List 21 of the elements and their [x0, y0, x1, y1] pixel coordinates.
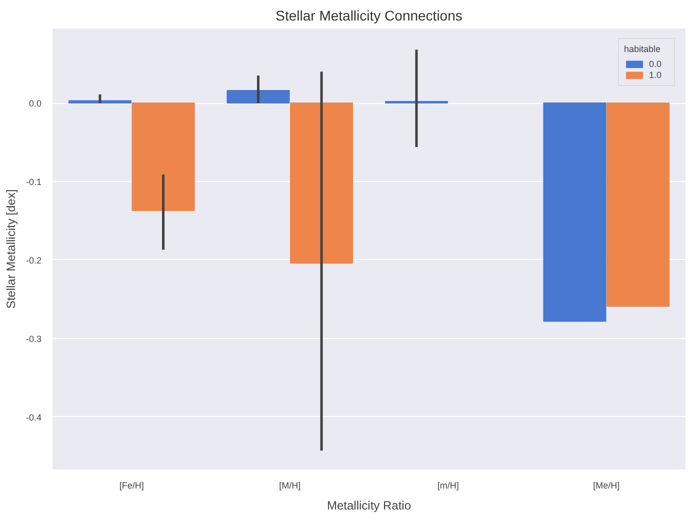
y-tick-label: -0.2	[26, 255, 42, 266]
legend-label: 1.0	[649, 70, 663, 80]
x-tick-label: [Fe/H]	[119, 480, 144, 490]
x-tick-label: [M/H]	[279, 480, 301, 490]
bar	[606, 102, 670, 307]
y-axis-title: Stellar Metallicity [dex]	[4, 189, 18, 309]
bar	[290, 102, 354, 264]
y-tick-label: 0.0	[28, 98, 42, 109]
legend-title: habitable	[624, 44, 662, 54]
y-tick-label: -0.3	[26, 334, 42, 344]
x-axis-title: Metallicity Ratio	[326, 498, 412, 512]
y-tick-label: -0.1	[26, 177, 42, 188]
bar	[226, 90, 290, 104]
x-tick-label: [m/H]	[437, 480, 459, 490]
chart-title: Stellar Metallicity Connections	[276, 8, 462, 24]
legend-label: 0.0	[649, 59, 663, 69]
bar	[132, 102, 195, 212]
bar	[68, 100, 132, 104]
bar	[543, 102, 606, 322]
y-tick-label: -0.4	[26, 412, 42, 422]
x-tick-label: [Me/H]	[593, 480, 620, 490]
